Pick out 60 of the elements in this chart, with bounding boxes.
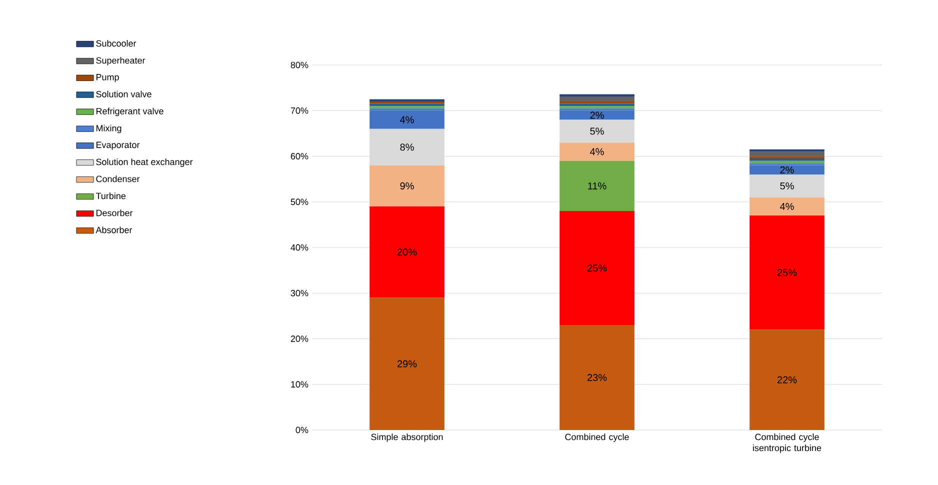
- data-label: 23%: [587, 374, 607, 382]
- y-tick-label: 60%: [290, 153, 308, 160]
- bar: [560, 110, 634, 120]
- legend-label: Absorber: [96, 226, 132, 234]
- y-tick-label: 20%: [290, 336, 308, 342]
- bar: [750, 330, 824, 430]
- x-tick-label: Simple absorption: [371, 434, 443, 442]
- bar: [370, 206, 444, 298]
- y-tick-label: 70%: [290, 107, 308, 114]
- bar: [750, 216, 824, 330]
- bar: [750, 152, 824, 156]
- bar: [560, 210, 634, 326]
- legend-label: Desorber: [96, 210, 133, 216]
- bar: [370, 128, 444, 166]
- y-tick-label: 0%: [296, 426, 308, 434]
- y-tick-label: 80%: [290, 62, 308, 68]
- y-tick-label: 10%: [291, 381, 308, 388]
- legend-label: Turbine: [96, 192, 126, 200]
- x-tick-label: Combined cycle: [565, 434, 629, 442]
- bar: [750, 165, 824, 174]
- data-label: 22%: [777, 376, 797, 384]
- bar: [750, 156, 824, 159]
- legend-label: Condenser: [96, 176, 140, 182]
- legend-label: Pump: [96, 74, 119, 82]
- bar: [370, 298, 444, 430]
- legend-label: Subcooler: [96, 40, 136, 47]
- data-label: 20%: [398, 248, 417, 256]
- legend-label: Solution heat exchanger: [96, 158, 193, 167]
- data-label: 29%: [398, 360, 417, 368]
- bar: [750, 197, 824, 216]
- y-tick-label: 50%: [290, 198, 308, 206]
- bar: [560, 160, 634, 211]
- data-label: 11%: [588, 182, 606, 190]
- bar: [370, 165, 444, 206]
- data-label: 5%: [590, 128, 604, 135]
- legend-label: Superheater: [96, 57, 146, 66]
- data-label: 2%: [780, 166, 794, 174]
- bar: [560, 325, 634, 430]
- bar: [560, 101, 634, 104]
- legend-label: Solution valve: [96, 90, 152, 98]
- data-label: 4%: [590, 148, 604, 156]
- legend-label: Evaporator: [96, 142, 140, 150]
- data-label: 9%: [400, 182, 414, 190]
- data-label: 8%: [400, 144, 414, 151]
- data-label: 5%: [780, 182, 794, 190]
- legend-label: Refrigerant valve: [96, 108, 164, 116]
- y-tick-label: 30%: [290, 290, 308, 296]
- bar: [750, 174, 824, 198]
- data-label: 4%: [400, 116, 414, 124]
- legend-label: Mixing: [96, 124, 122, 134]
- bar: [560, 142, 634, 161]
- data-label: 25%: [777, 269, 797, 276]
- y-tick-label: 40%: [290, 244, 308, 251]
- bar: [370, 110, 444, 129]
- bar: [560, 96, 634, 102]
- data-label: 25%: [587, 264, 607, 272]
- x-tick-label: Combined cycle isentropic turbine: [753, 434, 822, 453]
- bar: [560, 120, 634, 143]
- data-label: 4%: [780, 202, 794, 210]
- data-label: 2%: [590, 112, 604, 119]
